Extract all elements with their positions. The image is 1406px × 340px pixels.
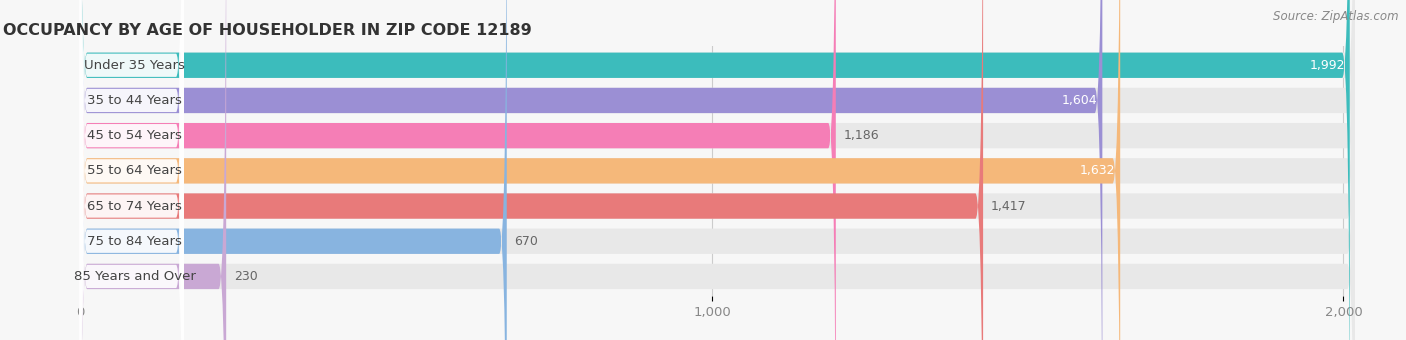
Text: 45 to 54 Years: 45 to 54 Years: [87, 129, 183, 142]
Text: 230: 230: [233, 270, 257, 283]
FancyBboxPatch shape: [80, 0, 226, 340]
FancyBboxPatch shape: [80, 0, 835, 340]
Text: 75 to 84 Years: 75 to 84 Years: [87, 235, 183, 248]
FancyBboxPatch shape: [80, 0, 184, 340]
FancyBboxPatch shape: [80, 0, 1102, 340]
FancyBboxPatch shape: [80, 0, 184, 340]
FancyBboxPatch shape: [80, 0, 1355, 340]
Text: OCCUPANCY BY AGE OF HOUSEHOLDER IN ZIP CODE 12189: OCCUPANCY BY AGE OF HOUSEHOLDER IN ZIP C…: [3, 23, 531, 38]
Text: 55 to 64 Years: 55 to 64 Years: [87, 164, 183, 177]
FancyBboxPatch shape: [80, 0, 1355, 340]
Text: 35 to 44 Years: 35 to 44 Years: [87, 94, 183, 107]
Text: 670: 670: [515, 235, 538, 248]
FancyBboxPatch shape: [80, 0, 1355, 340]
FancyBboxPatch shape: [80, 0, 983, 340]
Text: 1,992: 1,992: [1309, 59, 1344, 72]
FancyBboxPatch shape: [80, 0, 1355, 340]
FancyBboxPatch shape: [80, 0, 1355, 340]
FancyBboxPatch shape: [80, 0, 1355, 340]
Text: 1,417: 1,417: [991, 200, 1026, 212]
FancyBboxPatch shape: [80, 0, 1350, 340]
FancyBboxPatch shape: [80, 0, 184, 340]
FancyBboxPatch shape: [80, 0, 184, 340]
Text: 1,186: 1,186: [844, 129, 879, 142]
FancyBboxPatch shape: [80, 0, 1121, 340]
FancyBboxPatch shape: [80, 0, 184, 340]
FancyBboxPatch shape: [80, 0, 506, 340]
FancyBboxPatch shape: [80, 0, 184, 340]
Text: 65 to 74 Years: 65 to 74 Years: [87, 200, 183, 212]
Text: 1,632: 1,632: [1080, 164, 1115, 177]
Text: Source: ZipAtlas.com: Source: ZipAtlas.com: [1274, 10, 1399, 23]
FancyBboxPatch shape: [80, 0, 1355, 340]
Text: 85 Years and Over: 85 Years and Over: [75, 270, 195, 283]
Text: 1,604: 1,604: [1062, 94, 1097, 107]
Text: Under 35 Years: Under 35 Years: [84, 59, 186, 72]
FancyBboxPatch shape: [80, 0, 184, 340]
